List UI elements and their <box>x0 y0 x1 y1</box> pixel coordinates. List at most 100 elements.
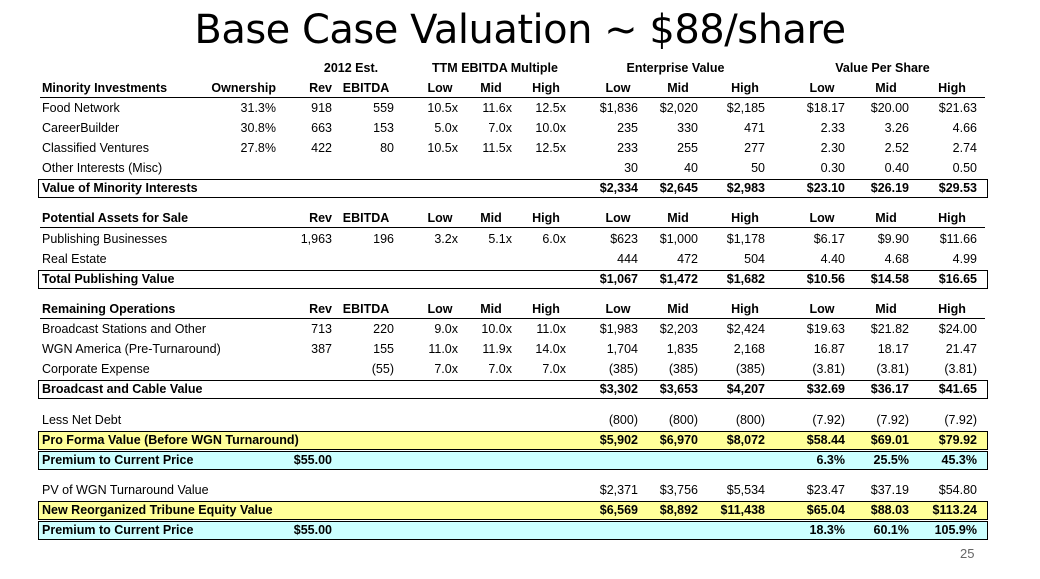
premium-row-cell: 6.3% <box>816 453 846 467</box>
table-row-cell: 31.3% <box>240 101 276 115</box>
section-header-cell: Rev <box>309 81 332 95</box>
section-header-cell: Rev <box>309 211 332 225</box>
new-equity-row-cell: $11,438 <box>720 503 766 517</box>
table-row-cell: $1,178 <box>726 232 765 246</box>
premium-row-2-cell: 105.9% <box>934 523 977 537</box>
table-row-cell: $6.17 <box>813 232 845 246</box>
section-header-cell: Mid <box>875 302 897 316</box>
underline <box>40 318 985 319</box>
table-row-cell: $18.17 <box>806 101 845 115</box>
premium-row-2-cell: 18.3% <box>809 523 845 537</box>
table-row-cell: 11.6x <box>482 101 512 115</box>
table-row-cell: 14.0x <box>535 342 566 356</box>
table-row-cell: 471 <box>744 121 765 135</box>
premium-row-cell: $55.00 <box>293 453 332 467</box>
table-row-cell: 30.8% <box>240 121 276 135</box>
table-row-cell: $2,203 <box>659 322 698 336</box>
section-header-cell: Low <box>605 81 631 95</box>
section-header-cell: High <box>532 302 560 316</box>
section-header-cell: EBITDA <box>342 81 390 95</box>
section-header-cell: Low <box>809 211 835 225</box>
table-row-cell: $2,424 <box>726 322 765 336</box>
table-row-cell: 153 <box>373 121 394 135</box>
table-row-cell: 80 <box>380 141 394 155</box>
table-row-cell: 7.0x <box>434 362 458 376</box>
table-row-cell: $1,983 <box>599 322 638 336</box>
table-row-cell: 4.66 <box>952 121 977 135</box>
table-row-cell: 7.0x <box>488 121 512 135</box>
table-row-cell: 220 <box>373 322 394 336</box>
table-row-cell: 504 <box>744 252 765 266</box>
table-row-cell: Other Interests (Misc) <box>42 161 163 175</box>
pv-wgn-row-cell: $23.47 <box>806 483 845 497</box>
table-row-cell: 3.26 <box>884 121 909 135</box>
table-row-cell: $1,000 <box>659 232 698 246</box>
table-row-cell: 10.5x <box>427 141 458 155</box>
table-row-cell: (385) <box>735 362 765 376</box>
table-row-cell: (385) <box>608 362 638 376</box>
pv-wgn-row-cell: $2,371 <box>599 483 638 497</box>
table-row-cell: 10.0x <box>481 322 512 336</box>
table-row-cell: 7.0x <box>488 362 512 376</box>
section-header-cell: Low <box>809 81 835 95</box>
table-row-cell: 559 <box>373 101 394 115</box>
table-row-cell: 7.0x <box>542 362 566 376</box>
section-header-cell: Potential Assets for Sale <box>42 211 189 225</box>
total-row-cell: $41.65 <box>938 382 977 396</box>
net-debt-row-cell: Less Net Debt <box>42 413 122 427</box>
table-row-cell: $1,836 <box>599 101 638 115</box>
table-row-cell: 0.30 <box>820 161 845 175</box>
total-row-cell: $23.10 <box>806 181 845 195</box>
premium-row-cell: Premium to Current Price <box>42 453 194 467</box>
total-row-cell: $3,653 <box>659 382 698 396</box>
section-header-cell: High <box>731 211 759 225</box>
total-row-cell: $3,302 <box>599 382 638 396</box>
total-row-cell: $1,682 <box>726 272 765 286</box>
total-row-cell: $1,067 <box>599 272 638 286</box>
table-row-cell: 0.40 <box>884 161 909 175</box>
premium-row-cell: 25.5% <box>873 453 909 467</box>
table-row-cell: 277 <box>744 141 765 155</box>
section-header-cell: High <box>938 302 966 316</box>
section-header-cell: Low <box>427 211 453 225</box>
section-header-cell: Mid <box>480 211 502 225</box>
table-row-cell: Food Network <box>42 101 120 115</box>
total-row-cell: $29.53 <box>938 181 977 195</box>
new-equity-row-cell: New Reorganized Tribune Equity Value <box>42 503 273 517</box>
total-row-cell: $1,472 <box>659 272 698 286</box>
total-row-cell: $10.56 <box>806 272 845 286</box>
premium-row-box <box>38 521 988 540</box>
section-header-cell: Mid <box>480 302 502 316</box>
table-row-cell: 10.0x <box>535 121 566 135</box>
super-header-est: 2012 Est. <box>323 61 379 75</box>
section-header-cell: Mid <box>875 81 897 95</box>
pro-forma-row-cell: $8,072 <box>726 433 765 447</box>
pro-forma-row-cell: Pro Forma Value (Before WGN Turnaround) <box>42 433 299 447</box>
table-row-cell: 12.5x <box>535 141 566 155</box>
table-row-cell: 233 <box>617 141 638 155</box>
table-row-cell: 1,963 <box>300 232 332 246</box>
table-row-cell: 4.40 <box>820 252 845 266</box>
table-row-cell: 4.68 <box>884 252 909 266</box>
section-header-cell: Mid <box>875 211 897 225</box>
page-number: 25 <box>960 546 975 561</box>
table-row-cell: Real Estate <box>42 252 107 266</box>
section-header-cell: High <box>731 81 759 95</box>
table-row-cell: 11.5x <box>482 141 512 155</box>
section-header-cell: High <box>532 81 560 95</box>
table-row-cell: (3.81) <box>812 362 845 376</box>
underline <box>40 97 985 98</box>
table-row-cell: 11.0x <box>536 322 566 336</box>
table-row-cell: 387 <box>311 342 332 356</box>
table-row-cell: 5.1x <box>488 232 512 246</box>
table-row-cell: $21.82 <box>870 322 909 336</box>
total-row-cell: $26.19 <box>870 181 909 195</box>
section-header-cell: Minority Investments <box>42 81 168 95</box>
table-row-cell: 3.2x <box>434 232 458 246</box>
net-debt-row-cell: (7.92) <box>944 413 977 427</box>
table-row-cell: 18.17 <box>877 342 909 356</box>
table-row-cell: 472 <box>677 252 698 266</box>
total-row-cell: Broadcast and Cable Value <box>42 382 203 396</box>
table-row-cell: Corporate Expense <box>42 362 150 376</box>
section-header-cell: Low <box>809 302 835 316</box>
